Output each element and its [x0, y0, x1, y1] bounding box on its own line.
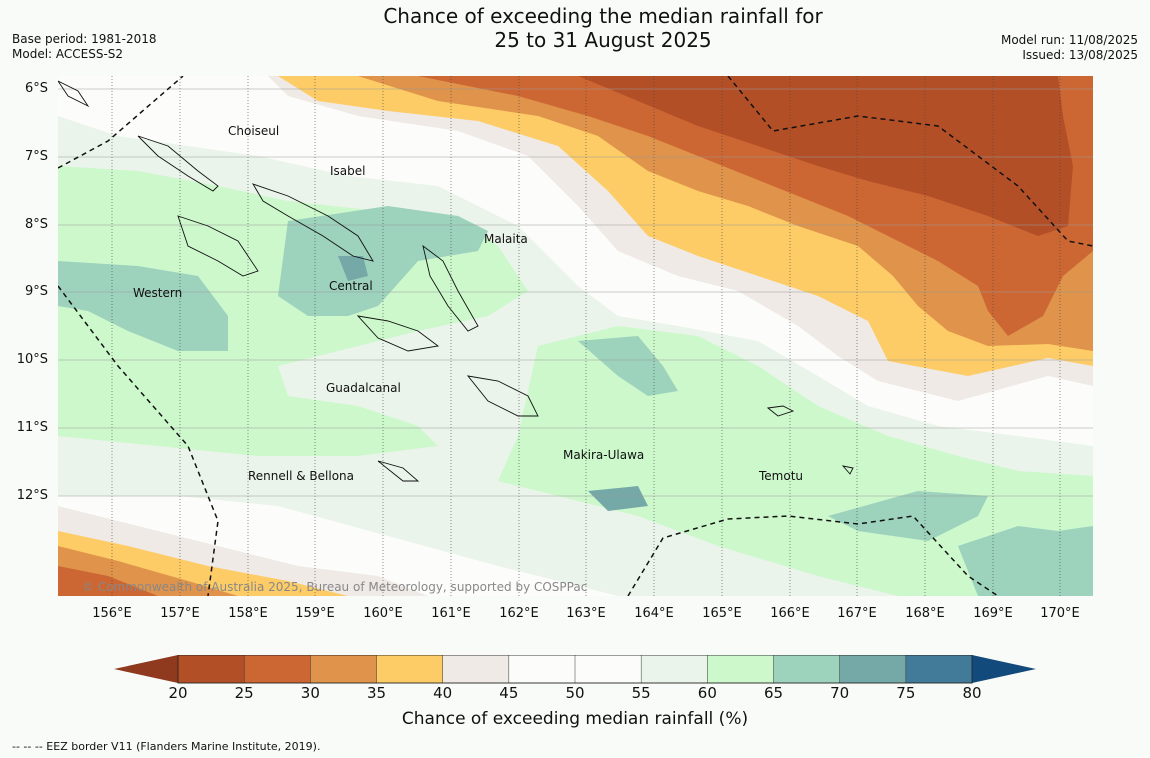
- colorbar-tick-label: 25: [234, 684, 254, 702]
- map-area: [58, 76, 1093, 596]
- meta-left: Base period: 1981-2018 Model: ACCESS-S2: [12, 32, 157, 62]
- shade-70-75-central: [338, 256, 368, 281]
- colorbar-tick-label: 70: [830, 684, 850, 702]
- map-title: Chance of exceeding the median rainfall …: [0, 4, 1150, 52]
- shade-25-30-sw: [58, 566, 158, 596]
- colorbar-tick-label: 55: [631, 684, 651, 702]
- shade-65-70-western: [58, 261, 228, 351]
- copyright-notice: © Commonwealth of Australia 2025, Bureau…: [82, 580, 588, 594]
- colorbar-cell: [442, 655, 510, 684]
- lon-label-156e: 156°E: [92, 606, 132, 621]
- place-isabel: Isabel: [330, 164, 366, 178]
- lat-label-9s: 9°S: [24, 284, 48, 299]
- colorbar-label: Chance of exceeding median rainfall (%): [401, 709, 749, 729]
- shade-65-70-central: [278, 206, 488, 316]
- colorbar-tick-label: 40: [433, 684, 453, 702]
- colorbar-cell: [574, 655, 642, 684]
- base-period: Base period: 1981-2018: [12, 32, 157, 46]
- colorbar-cell: [839, 655, 907, 684]
- colorbar-tick-label: 20: [168, 684, 188, 702]
- colorbar-cell: [376, 655, 444, 684]
- lon-label-158e: 158°E: [228, 606, 268, 621]
- colorbar: [114, 655, 1036, 684]
- colorbar-tick-label: 80: [962, 684, 982, 702]
- colorbar-over-arrow: [972, 655, 1036, 683]
- lat-label-8s: 8°S: [24, 217, 48, 232]
- place-western: Western: [133, 286, 183, 300]
- coastlines: [58, 80, 854, 482]
- title-line-2: 25 to 31 August 2025: [494, 28, 712, 52]
- lon-label-164e: 164°E: [634, 606, 674, 621]
- colorbar-tick-label: 50: [565, 684, 585, 702]
- lat-label-7s: 7°S: [24, 149, 48, 164]
- model-name: Model: ACCESS-S2: [12, 47, 124, 61]
- eez-border: [58, 76, 1093, 596]
- title-line-1: Chance of exceeding the median rainfall …: [383, 4, 823, 28]
- colorbar-tick-label: 45: [499, 684, 519, 702]
- shade-20-25: [578, 76, 1073, 236]
- place-guadalcanal: Guadalcanal: [326, 381, 401, 395]
- lon-label-166e: 166°E: [770, 606, 810, 621]
- colorbar-cell: [640, 655, 709, 684]
- lon-label-167e: 167°E: [837, 606, 877, 621]
- shade-65-70-makira: [578, 336, 678, 396]
- colorbar-cell: [177, 655, 245, 684]
- lon-label-162e: 162°E: [499, 606, 539, 621]
- colorbar-cell: [773, 655, 841, 684]
- shade-70-75-patch: [588, 486, 648, 511]
- lon-label-169e: 169°E: [973, 606, 1013, 621]
- shade-65-70-southeast: [958, 526, 1093, 596]
- eez-footnote: -- -- -- EEZ border V11 (Flanders Marine…: [12, 740, 321, 753]
- lon-label-159e: 159°E: [295, 606, 335, 621]
- colorbar-tick-label: 75: [896, 684, 916, 702]
- latitude-gridlines: [58, 88, 1093, 497]
- lon-label-170e: 170°E: [1040, 606, 1080, 621]
- colorbar-under-arrow: [114, 655, 178, 683]
- colorbar-cell: [310, 655, 378, 684]
- colorbar-cell: [243, 655, 312, 684]
- lat-label-11s: 11°S: [16, 420, 48, 435]
- colorbar-cell: [707, 655, 775, 684]
- forecast-map-svg: [58, 76, 1093, 596]
- lon-label-160e: 160°E: [363, 606, 403, 621]
- lon-label-163e: 163°E: [566, 606, 606, 621]
- lon-label-161e: 161°E: [431, 606, 471, 621]
- lon-label-157e: 157°E: [160, 606, 200, 621]
- place-rennell-bellona: Rennell & Bellona: [248, 469, 355, 483]
- place-makira-ulawa: Makira-Ulawa: [563, 448, 645, 462]
- lat-label-10s: 10°S: [16, 352, 48, 367]
- colorbar-tick-label: 30: [300, 684, 320, 702]
- colorbar-tick-label: 65: [763, 684, 784, 702]
- place-central: Central: [329, 279, 373, 293]
- colorbar-cells: [177, 655, 973, 684]
- colorbar-cell: [508, 655, 576, 684]
- place-choiseul: Choiseul: [228, 124, 280, 138]
- lat-label-6s: 6°S: [24, 81, 48, 96]
- meta-right: Model run: 11/08/2025 Issued: 13/08/2025: [1001, 33, 1138, 63]
- lon-label-165e: 165°E: [702, 606, 742, 621]
- colorbar-cell: [905, 655, 973, 684]
- place-temotu: Temotu: [759, 469, 804, 483]
- model-run: Model run: 11/08/2025: [1000, 33, 1138, 47]
- place-malaita: Malaita: [484, 232, 528, 246]
- colorbar-tick-label: 60: [697, 684, 717, 702]
- colorbar-tick-label: 35: [366, 684, 387, 702]
- lat-label-12s: 12°S: [16, 488, 48, 503]
- colorbar-frame: [177, 655, 973, 684]
- issued-date: Issued: 13/08/2025: [1022, 48, 1138, 62]
- lon-label-168e: 168°E: [905, 606, 945, 621]
